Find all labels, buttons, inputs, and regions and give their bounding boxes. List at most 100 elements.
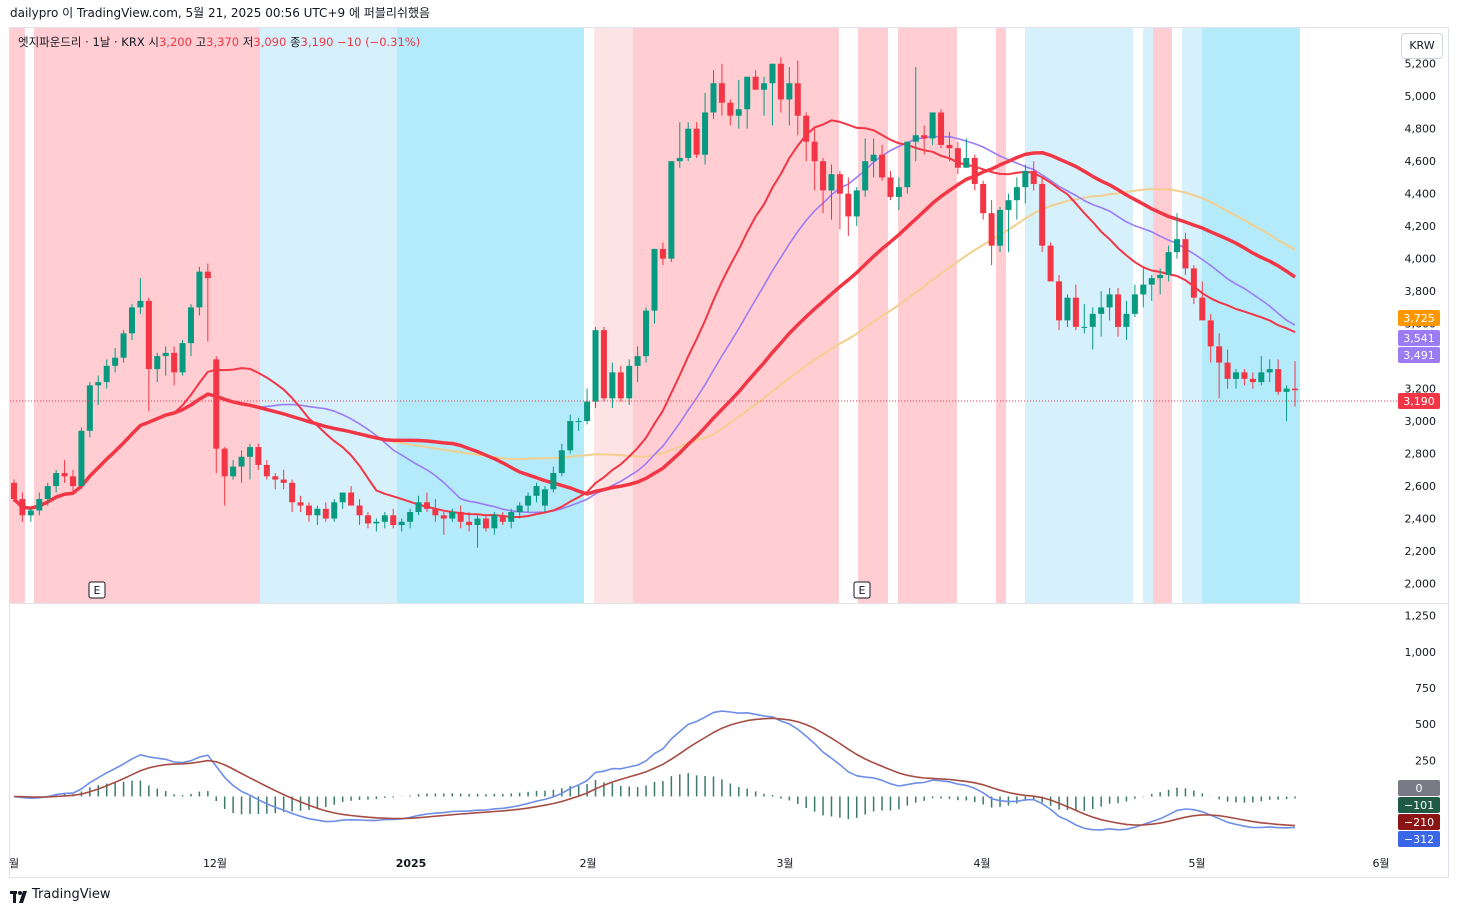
candle-30 (263, 460, 270, 480)
price-badge-0-bg (1398, 310, 1440, 326)
publish-attribution: dailypro 이 TradingView.com, 5월 21, 2025 … (10, 6, 431, 20)
candle-body (685, 128, 692, 158)
macd-badge-2-bg (1398, 814, 1440, 830)
candle-body (1258, 372, 1265, 383)
candle-body (508, 512, 515, 522)
candle-39 (339, 492, 346, 509)
candle-97 (828, 164, 835, 220)
candle-125 (1064, 294, 1071, 327)
high-label: 고 (195, 35, 207, 49)
candle-body (373, 521, 380, 524)
candle-body (466, 521, 473, 526)
candle-138 (1174, 213, 1181, 259)
candle-body (230, 466, 237, 477)
candle-body (1098, 307, 1105, 314)
candle-136 (1157, 268, 1164, 295)
candle-body (904, 141, 911, 188)
candle-37 (322, 502, 329, 522)
candle-body (1056, 281, 1063, 321)
candle-118 (1005, 193, 1012, 253)
candle-6 (61, 460, 68, 483)
price-badge-1-bg (1398, 330, 1440, 346)
price-tick-4: 4,600 (1405, 155, 1437, 168)
footer-brand[interactable]: TradingView (10, 884, 111, 906)
candle-73 (626, 359, 633, 405)
candle-body (651, 248, 658, 311)
candle-11 (103, 359, 110, 389)
candle-13 (120, 330, 127, 363)
candle-body (120, 333, 127, 358)
candle-body (853, 190, 860, 217)
candle-body (929, 112, 936, 139)
candle-body (44, 486, 51, 500)
candle-body (617, 372, 624, 399)
candle-body (963, 157, 970, 168)
band-3 (397, 28, 584, 603)
candle-95 (811, 128, 818, 191)
candle-body (415, 502, 422, 513)
candle-body (1283, 388, 1290, 392)
candle-24 (213, 356, 220, 474)
candle-body (1123, 313, 1130, 327)
candle-61 (525, 492, 532, 513)
currency-button[interactable]: KRW (1401, 33, 1443, 59)
symbol-name[interactable]: 엣지파운드리 · 1날 · KRX (18, 35, 145, 49)
candle-body (1089, 313, 1096, 327)
candle-62 (533, 482, 540, 503)
candle-body (735, 109, 742, 116)
band-10 (1143, 28, 1153, 603)
candle-body (1249, 378, 1256, 383)
candle-body (575, 421, 582, 423)
candle-body (727, 102, 734, 116)
candle-body (676, 157, 683, 162)
candle-105 (895, 177, 902, 210)
candle-130 (1106, 287, 1113, 321)
candle-112 (954, 141, 961, 175)
candle-27 (238, 450, 245, 483)
candle-147 (1249, 372, 1256, 389)
candle-body (154, 356, 161, 370)
candle-body (912, 135, 919, 142)
candle-23 (204, 263, 211, 342)
candle-body (567, 421, 574, 451)
band-11 (1153, 28, 1172, 603)
candle-body (1292, 388, 1298, 391)
earnings-marker-box (853, 581, 871, 599)
candle-body (53, 473, 60, 487)
candle-body (921, 135, 928, 139)
candle-body (1106, 294, 1113, 308)
candle-body (803, 115, 810, 142)
candle-21 (187, 304, 194, 357)
candle-body (390, 515, 397, 526)
candle-117 (997, 206, 1004, 253)
candle-body (1030, 170, 1037, 184)
candle-body (1241, 372, 1248, 379)
candle-42 (364, 512, 371, 529)
candle-body (440, 515, 447, 519)
candle-body (112, 357, 119, 366)
candle-75 (643, 307, 650, 363)
candle-body (752, 76, 759, 90)
candle-body (786, 83, 793, 100)
candle-106 (904, 141, 911, 194)
price-badge-1: 3,541 (1398, 330, 1440, 346)
candle-131 (1115, 287, 1122, 337)
candle-70 (600, 326, 607, 402)
candle-87 (744, 76, 751, 129)
candle-77 (659, 242, 666, 266)
price-tick-11: 3,200 (1405, 383, 1437, 396)
earnings-marker-1: E (853, 581, 871, 599)
candle-82 (702, 92, 709, 165)
candle-body (988, 213, 995, 246)
macd-pane (13, 710, 1296, 831)
candle-body (643, 310, 650, 357)
tradingview-logo-icon (10, 889, 28, 903)
price-badge-3: 3,190 (1398, 393, 1440, 409)
candle-body (516, 505, 523, 513)
candle-body (794, 83, 801, 116)
candle-body (938, 112, 945, 145)
candle-83 (710, 70, 717, 119)
candle-body (407, 512, 414, 522)
candle-46 (398, 518, 405, 532)
